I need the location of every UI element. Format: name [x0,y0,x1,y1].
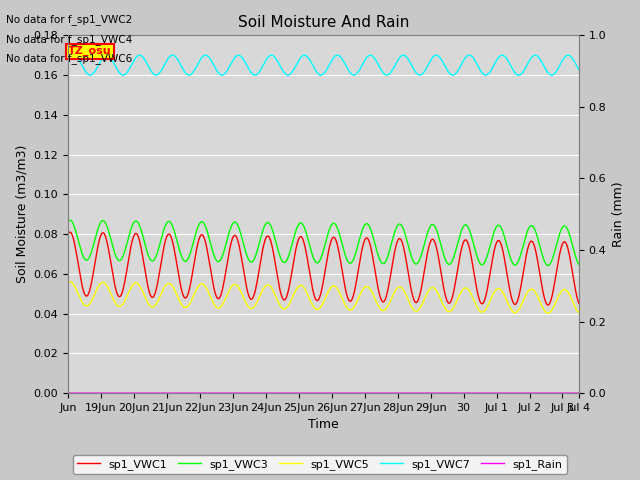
sp1_VWC1 [300,237,307,243]
sp1_VWC7 [313,69,321,75]
sp1_Rain [575,390,583,396]
sp1_VWC7 [70,52,77,58]
Text: No data for f_sp1_VWC2: No data for f_sp1_VWC2 [6,14,132,25]
Text: No data for f_sp1_VWC6: No data for f_sp1_VWC6 [6,53,132,64]
sp1_VWC7 [575,67,583,73]
sp1_VWC3 [467,230,474,236]
sp1_VWC1 [544,302,552,308]
sp1_VWC3 [561,223,568,229]
sp1_VWC5 [561,287,568,292]
sp1_VWC7 [64,58,72,63]
sp1_Rain [90,390,98,396]
sp1_VWC3 [544,263,552,268]
Y-axis label: Rain (mm): Rain (mm) [612,181,625,247]
sp1_VWC3 [300,222,307,228]
Legend: sp1_VWC1, sp1_VWC3, sp1_VWC5, sp1_VWC7, sp1_Rain: sp1_VWC1, sp1_VWC3, sp1_VWC5, sp1_VWC7, … [73,455,567,474]
sp1_VWC7 [561,54,568,60]
sp1_Rain [560,390,568,396]
sp1_Rain [560,390,568,396]
Line: sp1_VWC5: sp1_VWC5 [68,282,579,313]
sp1_VWC3 [575,262,583,267]
sp1_VWC3 [66,217,74,223]
sp1_VWC5 [544,310,552,316]
sp1_VWC7 [300,53,307,59]
sp1_VWC5 [66,279,74,285]
sp1_VWC1 [467,251,474,256]
sp1_VWC5 [313,307,321,312]
sp1_VWC3 [90,239,98,244]
sp1_Rain [467,390,474,396]
sp1_VWC1 [90,264,98,269]
sp1_VWC5 [90,292,98,298]
Text: No data for f_sp1_VWC4: No data for f_sp1_VWC4 [6,34,132,45]
Line: sp1_VWC7: sp1_VWC7 [68,55,579,75]
sp1_VWC7 [548,72,556,78]
sp1_VWC1 [561,239,568,245]
sp1_Rain [64,390,72,396]
sp1_VWC1 [64,231,72,237]
sp1_VWC3 [313,260,321,265]
X-axis label: Time: Time [308,419,339,432]
sp1_VWC1 [66,229,74,235]
sp1_VWC5 [467,290,474,296]
Line: sp1_VWC3: sp1_VWC3 [68,220,579,265]
sp1_Rain [312,390,320,396]
sp1_VWC3 [561,223,568,229]
sp1_VWC1 [575,300,583,306]
sp1_VWC7 [561,55,568,60]
Title: Soil Moisture And Rain: Soil Moisture And Rain [238,15,409,30]
sp1_VWC1 [313,298,321,303]
sp1_VWC3 [64,219,72,225]
Text: TZ_osu: TZ_osu [68,46,111,56]
Line: sp1_VWC1: sp1_VWC1 [68,232,579,305]
Y-axis label: Soil Moisture (m3/m3): Soil Moisture (m3/m3) [15,145,28,283]
sp1_VWC1 [561,239,568,245]
sp1_VWC7 [467,53,474,59]
sp1_VWC5 [64,280,72,286]
sp1_Rain [299,390,307,396]
sp1_VWC5 [561,287,568,292]
sp1_VWC5 [575,310,583,316]
sp1_VWC7 [90,69,98,75]
sp1_VWC5 [300,284,307,289]
